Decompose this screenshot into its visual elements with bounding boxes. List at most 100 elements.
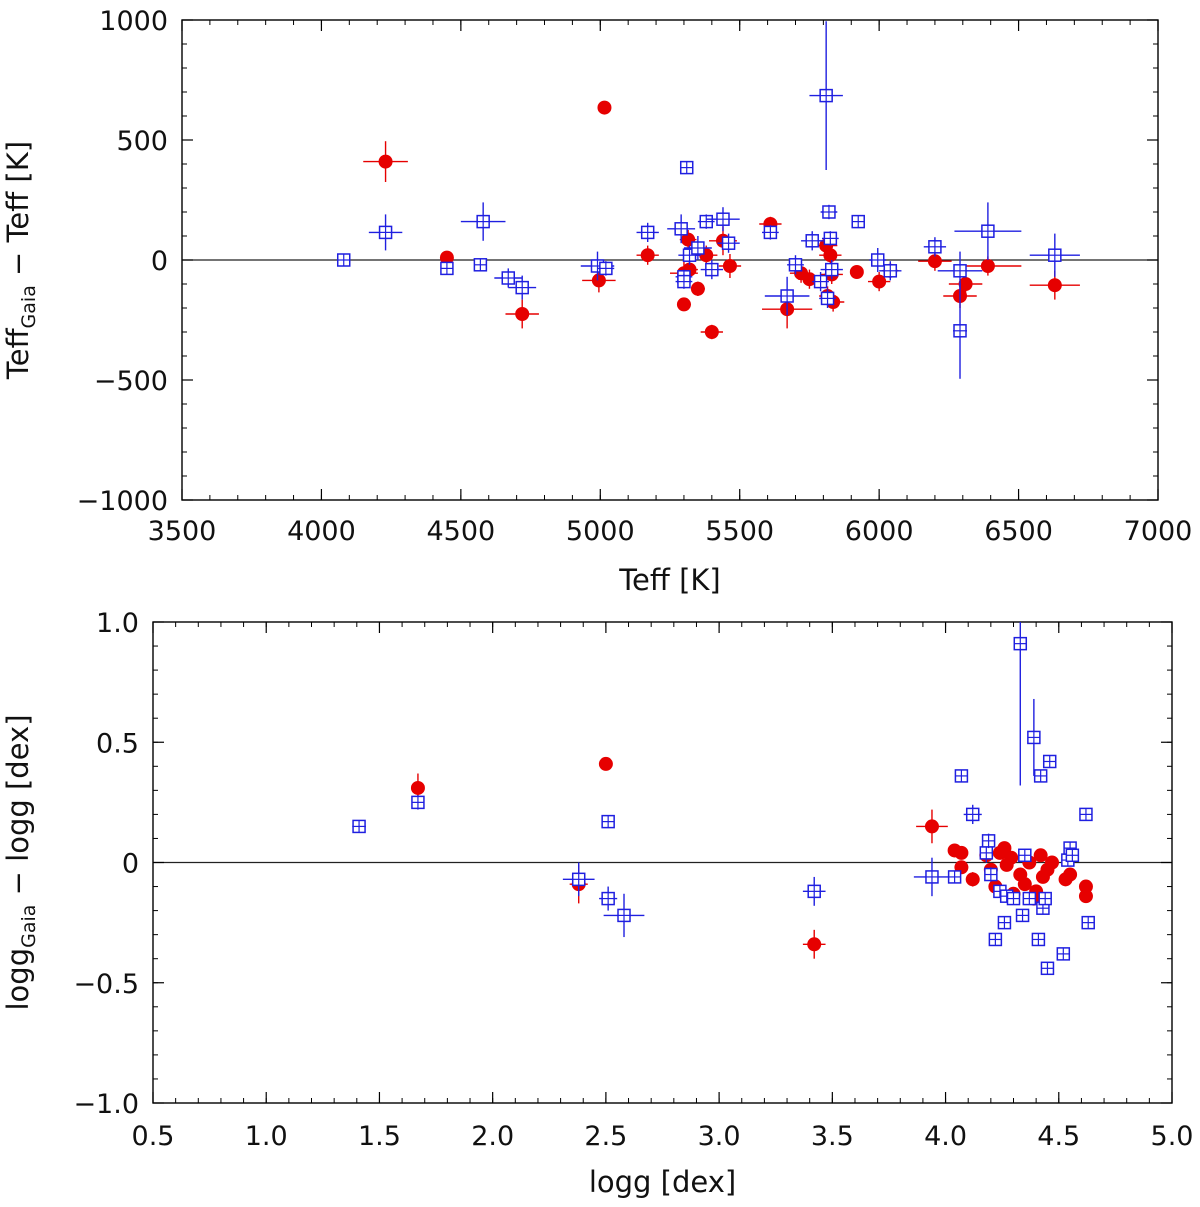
data-point [1081, 915, 1095, 930]
marker-circle [997, 841, 1012, 856]
data-point [948, 272, 983, 296]
y-label-subscript: Gaia [18, 905, 40, 948]
marker-circle [980, 259, 995, 273]
x-tick-label: 4500 [426, 516, 495, 547]
data-point [1006, 891, 1021, 906]
x-tick-label: 6000 [845, 516, 914, 547]
data-point [1013, 622, 1028, 786]
x-tick-label: 5000 [566, 516, 635, 547]
x-tick-label: 5.0 [1151, 1121, 1194, 1152]
data-point [849, 265, 864, 279]
y-axis-label: TeffGaia − Teff [K] [1, 141, 40, 380]
data-point [368, 214, 403, 251]
marker-circle [378, 154, 393, 169]
data-point [1042, 754, 1057, 769]
data-point [802, 876, 826, 906]
data-point [690, 281, 705, 296]
data-point [879, 261, 902, 281]
x-tick-label: 4.5 [1037, 1121, 1080, 1152]
data-point [1033, 848, 1048, 863]
marker-circle [515, 307, 530, 321]
data-point [984, 867, 998, 882]
data-point [1044, 855, 1059, 870]
data-point [440, 261, 454, 276]
y-label-main: logg [1, 948, 35, 1011]
data-point [954, 202, 1022, 260]
data-point [1038, 891, 1052, 906]
data-point [820, 204, 838, 220]
data-point [679, 160, 694, 175]
data-point [363, 141, 408, 182]
data-point [700, 260, 723, 280]
data-point [988, 932, 1003, 947]
y-tick-label: −500 [94, 366, 168, 397]
x-tick-label: 3.5 [811, 1121, 854, 1152]
y-tick-label: −0.5 [73, 969, 139, 1000]
x-axis-label: Teff [K] [618, 563, 720, 597]
data-point [812, 272, 829, 292]
y-label-tail: − Teff [K] [1, 141, 35, 285]
y-label-tail: − logg [dex] [1, 714, 35, 904]
data-point [820, 260, 843, 280]
marker-circle [958, 277, 973, 291]
data-point [954, 769, 969, 783]
data-point [764, 276, 810, 316]
data-point [636, 222, 659, 242]
data-point [867, 272, 891, 292]
data-point [809, 21, 843, 170]
data-point [916, 809, 948, 844]
marker-circle [954, 845, 969, 860]
marker-circle [1033, 848, 1048, 863]
x-tick-label: 5500 [705, 516, 774, 547]
data-point [819, 288, 836, 308]
data-point [598, 756, 613, 771]
data-point [675, 274, 693, 289]
marker-circle [1063, 867, 1078, 882]
data-point [336, 253, 351, 267]
x-tick-label: 2.0 [471, 1121, 514, 1152]
data-point [505, 299, 539, 329]
data-point [953, 282, 967, 379]
data-point [508, 275, 537, 300]
marker-circle [722, 259, 737, 273]
data-point [1078, 889, 1093, 904]
panel-logg: 0.5 1.0 1.5 2.0 2.5 3.0 3.5 4.0 4.5 5.0 −1.0 −0.5 0 0… [1, 608, 1193, 1199]
y-label-main: Teff [1, 327, 35, 380]
marker-circle [927, 254, 942, 269]
data-point [1015, 908, 1030, 923]
x-tick-label: 3.0 [698, 1121, 741, 1152]
data-point [678, 245, 701, 265]
data-point [947, 870, 962, 884]
data-point [1017, 877, 1032, 892]
marker-circle [849, 265, 864, 279]
x-tick-label: 1.5 [358, 1121, 401, 1152]
x-tick-label: 1.0 [245, 1121, 288, 1152]
y-tick-label: 1.0 [96, 608, 139, 639]
marker-circle [924, 819, 939, 834]
data-point [1033, 769, 1048, 783]
data-point [1004, 850, 1019, 865]
data-point [411, 795, 425, 810]
data-point [460, 202, 506, 241]
marker-circle [676, 297, 691, 312]
data-point [762, 225, 779, 240]
marker-circle [965, 872, 980, 887]
y-axis-label: loggGaia − logg [dex] [1, 714, 40, 1010]
data-point [821, 231, 839, 246]
x-tick-label: 4.0 [924, 1121, 967, 1152]
y-tick-label: −1000 [77, 486, 168, 517]
marker-circle [410, 780, 425, 795]
data-point [700, 324, 723, 340]
marker-circle [690, 281, 705, 296]
marker-circle [598, 756, 613, 771]
marker-circle [872, 274, 887, 289]
data-point [913, 857, 951, 897]
y-tick-label: 0 [151, 246, 168, 277]
data-point [1040, 961, 1055, 976]
marker-circle [1044, 855, 1059, 870]
marker-circle [1017, 877, 1032, 892]
data-point [473, 258, 488, 272]
y-tick-label: 1000 [99, 6, 168, 37]
data-point [683, 236, 712, 260]
x-axis-label: logg [dex] [589, 1165, 736, 1199]
